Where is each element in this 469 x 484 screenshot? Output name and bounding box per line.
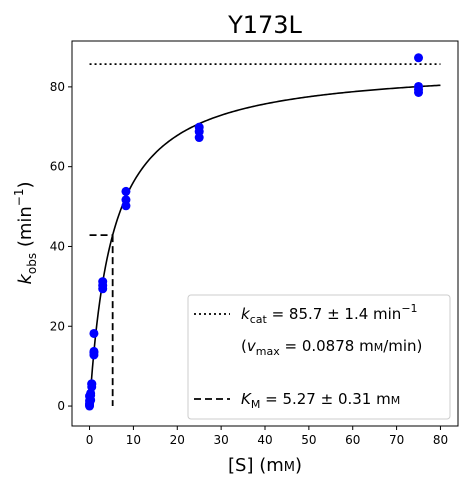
- data-point: [121, 186, 131, 196]
- y-axis-label-k: k: [15, 273, 36, 285]
- legend-vmax-unit: M: [374, 341, 384, 354]
- x-tick-label: 60: [345, 433, 360, 447]
- x-tick-label: 80: [433, 433, 448, 447]
- y-tick-label: 60: [50, 160, 65, 174]
- y-axis-label: kobs (min−1): [12, 181, 39, 284]
- legend-km-symbol: K: [241, 390, 252, 408]
- legend-kcat-text: = 85.7 ± 1.4 min: [267, 305, 402, 323]
- legend-vmax-close: /min): [383, 337, 422, 355]
- x-tick-label: 20: [170, 433, 185, 447]
- y-axis-label-sub: obs: [25, 253, 39, 274]
- x-tick-label: 40: [257, 433, 272, 447]
- x-tick-label: 70: [389, 433, 404, 447]
- x-axis-label-close: ): [295, 455, 302, 476]
- data-point: [194, 122, 204, 132]
- legend-kcat-symbol: k: [241, 305, 251, 323]
- x-tick-label: 30: [213, 433, 228, 447]
- legend-km-sub: M: [251, 398, 261, 411]
- y-tick-label: 0: [57, 399, 65, 413]
- legend-vmax-label: (vmax = 0.0878 mM/min): [241, 337, 422, 358]
- data-point: [89, 328, 99, 338]
- legend-kcat-label: kcat = 85.7 ± 1.4 min−1: [241, 302, 418, 326]
- x-tick-label: 10: [126, 433, 141, 447]
- legend-vmax-text: = 0.0878 m: [280, 337, 374, 355]
- data-point: [98, 277, 108, 287]
- chart-title: Y173L: [227, 11, 302, 39]
- data-point: [414, 81, 424, 91]
- x-tick-label: 0: [86, 433, 94, 447]
- x-axis-label: [S] (mM): [228, 455, 302, 476]
- legend-kcat-sub: cat: [250, 313, 268, 326]
- y-axis: 0 20 40 60 80: [50, 80, 72, 413]
- legend-km-text: = 5.27 ± 0.31 m: [260, 390, 390, 408]
- legend-vmax-sub: max: [256, 345, 280, 358]
- y-axis-label-sup: −1: [12, 188, 26, 206]
- chart-marks: [85, 53, 441, 411]
- legend-km-label: KM = 5.27 ± 0.31 mM: [241, 390, 400, 411]
- plot-area: 0 10 20 30 40 50 60 70 80 0 20 40 60 80: [50, 40, 459, 447]
- data-point: [87, 379, 97, 389]
- legend-vmax-symbol: v: [247, 337, 257, 355]
- x-axis-label-main: [S] (m: [228, 455, 284, 476]
- x-axis: 0 10 20 30 40 50 60 70 80: [86, 426, 448, 447]
- data-point: [414, 53, 424, 63]
- data-point: [89, 346, 99, 356]
- legend-frame: [187, 294, 451, 420]
- y-axis-label-close: ): [15, 181, 36, 188]
- fit-curve: [88, 84, 441, 407]
- x-tick-label: 50: [301, 433, 316, 447]
- y-tick-label: 80: [50, 80, 65, 94]
- legend-kcat-sup: −1: [401, 302, 417, 315]
- data-point: [121, 195, 131, 205]
- legend-km-unit: M: [391, 394, 401, 407]
- legend-vmax-open: (: [241, 337, 247, 355]
- y-tick-label: 40: [50, 239, 65, 253]
- legend: kcat = 85.7 ± 1.4 min−1 (vmax = 0.0878 m…: [187, 294, 451, 420]
- y-tick-label: 20: [50, 319, 65, 333]
- y-axis-label-mid: (min: [15, 206, 36, 253]
- x-axis-label-unit: M: [284, 460, 295, 475]
